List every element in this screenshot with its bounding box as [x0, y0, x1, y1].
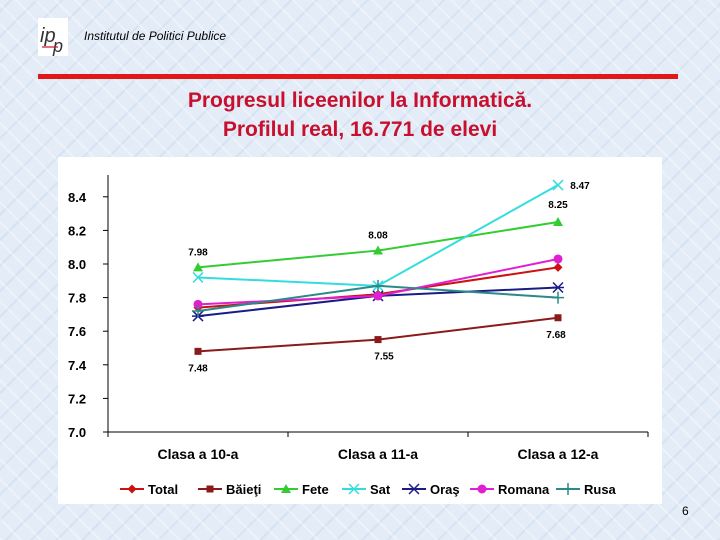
y-tick-label: 8.4	[68, 190, 87, 205]
legend-label-total: Total	[148, 482, 178, 497]
data-point-romana	[193, 299, 203, 309]
data-label: 7.98	[188, 247, 208, 258]
legend-marker-ora-	[408, 483, 420, 495]
svg-text:ip: ip	[40, 25, 56, 47]
legend-marker-romana	[477, 484, 487, 494]
y-tick-label: 7.0	[68, 425, 86, 440]
data-label: 8.47	[570, 181, 590, 192]
svg-text:p: p	[52, 36, 63, 56]
data-label: 8.08	[368, 231, 388, 242]
legend-marker-b-ie-i	[206, 485, 214, 493]
y-tick-label: 7.4	[68, 358, 87, 373]
data-label: 8.25	[548, 200, 568, 211]
ipp-logo: ip p	[38, 18, 68, 56]
y-tick-label: 7.6	[68, 324, 86, 339]
legend-marker-total	[127, 484, 137, 494]
legend-marker-rusa	[562, 483, 574, 495]
data-point-romana	[553, 254, 563, 264]
x-tick-label: Clasa a 12-a	[518, 446, 599, 462]
data-label: 7.48	[188, 363, 208, 374]
legend-marker-fete	[281, 484, 291, 493]
header-divider	[38, 74, 678, 79]
page-title-line1: Progresul liceenilor la Informatică.	[187, 89, 533, 112]
legend-label-ora-: Oraş	[430, 482, 460, 497]
legend-label-rusa: Rusa	[584, 482, 617, 497]
data-point-fete	[193, 262, 203, 272]
data-label: 7.55	[374, 352, 394, 363]
legend-marker-sat	[348, 483, 360, 495]
y-tick-label: 7.2	[68, 391, 86, 406]
legend-label-b-ie-i: Băieţi	[226, 482, 261, 497]
series-line-b-ie-i	[197, 316, 559, 353]
data-point-ora-	[552, 281, 564, 294]
data-point-romana	[373, 291, 383, 301]
data-point-b-ie-i	[554, 314, 562, 322]
y-tick-label: 8.0	[68, 257, 86, 272]
legend-label-sat: Sat	[370, 482, 391, 497]
legend-label-romana: Romana	[498, 482, 550, 497]
data-point-fete	[373, 245, 383, 255]
x-tick-label: Clasa a 11-a	[338, 446, 418, 462]
series-line-fete	[197, 221, 559, 269]
data-point-rusa	[372, 279, 384, 292]
data-point-b-ie-i	[194, 347, 202, 355]
institution-name: Institutul de Politici Publice	[84, 29, 227, 43]
page-number: 6	[682, 504, 689, 518]
data-label: 7.68	[546, 330, 566, 341]
legend-label-fete: Fete	[302, 482, 329, 497]
data-point-rusa	[552, 291, 564, 304]
data-point-total	[553, 262, 563, 272]
line-chart: 7.0 7.2 7.4 7.6 7.8 8.0 8.2 8.4 Clasa a 10-a Clas…	[68, 175, 649, 497]
data-point-sat	[552, 179, 564, 191]
x-tick-label: Clasa a 10-a	[158, 446, 239, 462]
data-point-sat	[192, 271, 204, 283]
chart-panel: 7.0 7.2 7.4 7.6 7.8 8.0 8.2 8.4 Clasa a 10-a Clas…	[58, 157, 662, 504]
data-point-fete	[553, 217, 563, 226]
data-point-rusa	[192, 305, 204, 318]
data-point-b-ie-i	[374, 336, 382, 344]
y-tick-label: 8.2	[68, 223, 86, 238]
y-tick-label: 7.8	[68, 291, 86, 306]
page-title-line2: Profilul real, 16.771 de elevi	[222, 118, 498, 141]
